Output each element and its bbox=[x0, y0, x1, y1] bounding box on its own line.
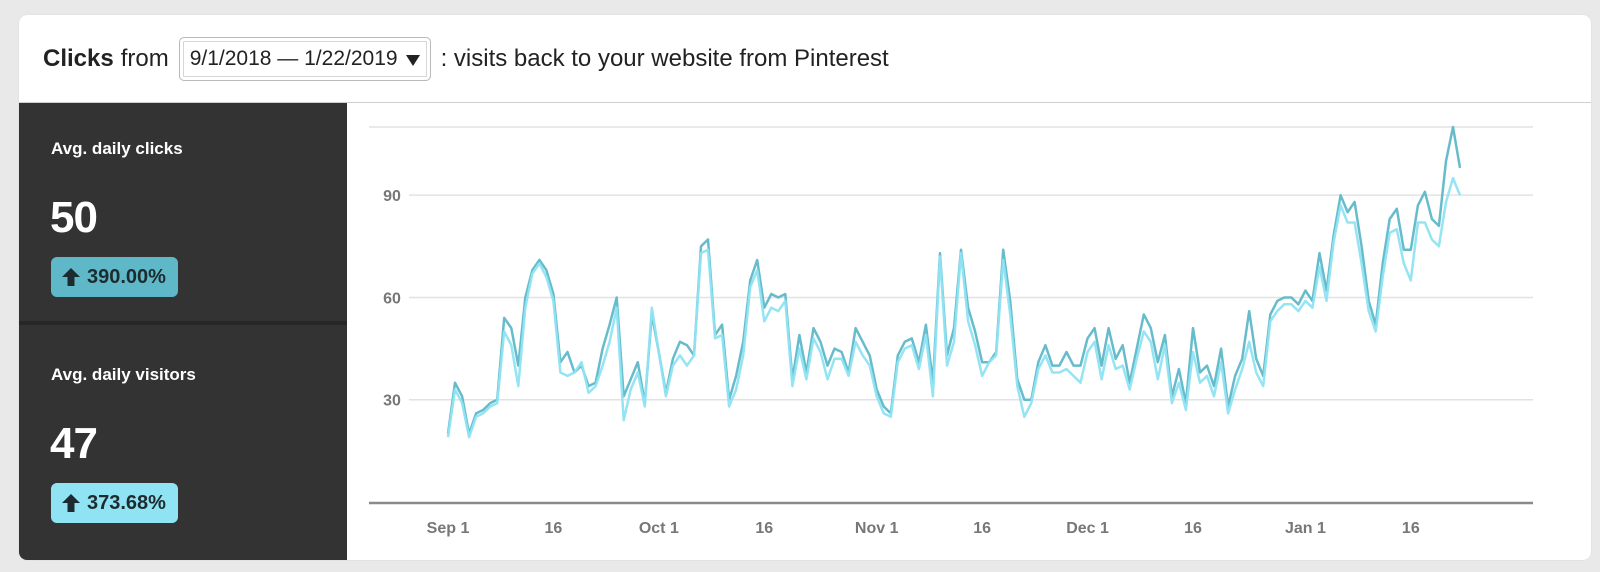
change-value: 390.00% bbox=[87, 265, 166, 288]
stat-label: Avg. daily visitors bbox=[51, 365, 196, 384]
avg-daily-clicks-panel: Avg. daily clicks 50 390.00% bbox=[19, 103, 347, 325]
x-tick-label: Oct 1 bbox=[639, 520, 679, 537]
stat-label: Avg. daily clicks bbox=[51, 139, 183, 158]
clicks-report-card: Clicks from 9/1/2018 — 1/22/2019 : visit… bbox=[19, 15, 1591, 560]
y-tick-label: 30 bbox=[383, 393, 401, 410]
chart-svg: 30 60 90 Sep 1 16 Oct 1 16 Nov 1 16 Dec 1 16 Jan 1 1… bbox=[369, 125, 1533, 537]
x-tick-label: Sep 1 bbox=[427, 520, 470, 537]
change-badge: 373.68% bbox=[51, 483, 178, 523]
arrow-up-icon bbox=[62, 268, 80, 286]
y-tick-label: 90 bbox=[383, 188, 401, 205]
report-header: Clicks from 9/1/2018 — 1/22/2019 : visit… bbox=[19, 15, 1591, 103]
x-tick-label: Nov 1 bbox=[855, 520, 899, 537]
metric-title: Clicks bbox=[43, 44, 114, 72]
x-tick-label: 16 bbox=[1402, 520, 1420, 537]
x-tick-label: Jan 1 bbox=[1285, 520, 1326, 537]
y-tick-label: 60 bbox=[383, 290, 401, 307]
stat-value: 50 bbox=[50, 193, 98, 242]
from-label: from bbox=[120, 44, 169, 72]
header-description: : visits back to your website from Pinte… bbox=[440, 44, 889, 72]
x-tick-label: 16 bbox=[973, 520, 991, 537]
arrow-up-icon bbox=[62, 494, 80, 512]
stats-sidebar: Avg. daily clicks 50 390.00% Avg. daily … bbox=[19, 103, 347, 560]
stat-value: 47 bbox=[50, 419, 98, 468]
series-line bbox=[446, 176, 1462, 439]
date-range-value: 9/1/2018 — 1/22/2019 bbox=[189, 46, 398, 70]
caret-down-icon bbox=[405, 54, 420, 66]
date-range-dropdown[interactable]: 9/1/2018 — 1/22/2019 bbox=[178, 36, 431, 81]
change-value: 373.68% bbox=[87, 491, 166, 514]
x-tick-label: 16 bbox=[755, 520, 773, 537]
x-tick-label: Dec 1 bbox=[1066, 520, 1109, 537]
avg-daily-visitors-panel: Avg. daily visitors 47 373.68% bbox=[19, 329, 347, 551]
line-chart: 30 60 90 Sep 1 16 Oct 1 16 Nov 1 16 Dec 1 16 Jan 1 1… bbox=[347, 103, 1591, 560]
series-line bbox=[446, 125, 1462, 436]
x-tick-label: 16 bbox=[545, 520, 563, 537]
change-badge: 390.00% bbox=[51, 257, 178, 297]
x-tick-label: 16 bbox=[1184, 520, 1202, 537]
